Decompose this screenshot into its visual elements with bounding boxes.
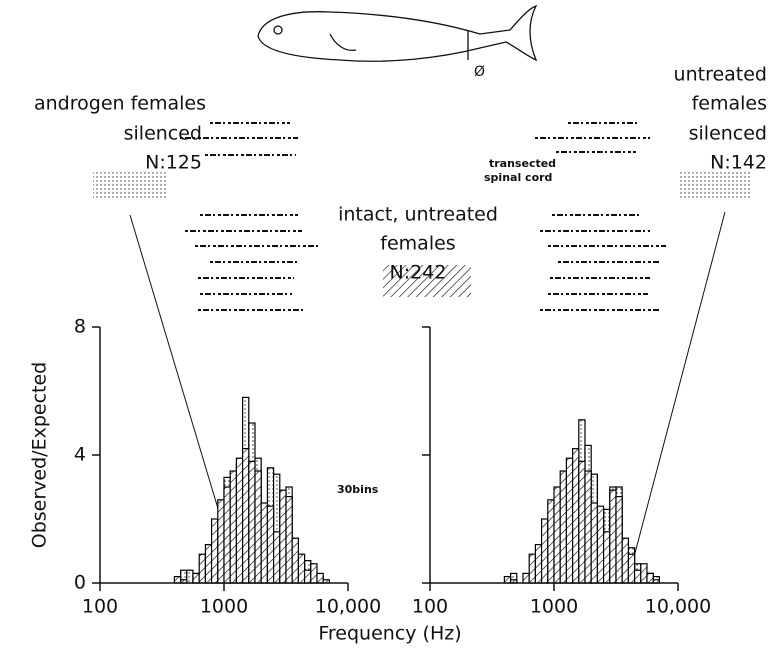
- hist-bar: [565, 457, 574, 584]
- dotted-swatch: [678, 170, 751, 198]
- svg-text:Ø: Ø: [474, 64, 485, 80]
- y-tick-label: 8: [74, 316, 86, 338]
- x-tick-label: 100: [412, 596, 448, 618]
- y-tick-label: 4: [74, 444, 86, 466]
- x-tick-label: 10,000: [645, 596, 711, 618]
- annotation: females: [380, 233, 455, 255]
- hist-bar: [634, 569, 642, 584]
- hist-bar: [553, 486, 561, 584]
- hist-bar: [572, 448, 580, 584]
- x-tick-label: 1000: [200, 596, 248, 618]
- hist-bar: [316, 572, 324, 584]
- hist-bar: [310, 563, 318, 584]
- annotation: androgen females: [34, 93, 206, 115]
- hist-bar: [198, 553, 207, 584]
- annotation: 30bins: [337, 483, 379, 496]
- annotation: silenced: [689, 123, 767, 145]
- annotation: N:242: [390, 262, 447, 284]
- hist-bar: [260, 502, 269, 584]
- x-axis-title: Frequency (Hz): [318, 623, 461, 645]
- annotation: silenced: [124, 123, 202, 145]
- hist-bar: [217, 499, 225, 584]
- hist-bar: [229, 470, 238, 584]
- hist-bar: [285, 496, 293, 584]
- hist-bar: [248, 460, 256, 584]
- hist-bar: [266, 505, 275, 584]
- hist-bar: [192, 572, 200, 584]
- hist-bar: [627, 553, 636, 584]
- x-tick-label: 100: [82, 596, 118, 618]
- raster: [180, 122, 666, 311]
- y-axis-title: Observed/Expected: [29, 362, 51, 548]
- hist-bar: [584, 470, 592, 584]
- x-tick-label: 1000: [530, 596, 578, 618]
- hist-bar: [304, 569, 312, 584]
- fish: Ø: [257, 4, 538, 80]
- hist-bar: [596, 505, 605, 584]
- annotation: untreated: [674, 64, 767, 86]
- x-tick-label: 10,000: [315, 596, 381, 618]
- hist-bar: [204, 543, 213, 584]
- hist-bar: [273, 531, 281, 584]
- hist-bar: [173, 575, 182, 584]
- hist-bar: [528, 553, 537, 584]
- hist-bar: [646, 572, 654, 584]
- hist-bar: [297, 553, 306, 584]
- annotation: transected: [489, 157, 556, 170]
- dotted-swatch: [93, 170, 166, 198]
- hist-bar: [254, 470, 262, 584]
- hist-bar: [522, 572, 530, 584]
- hatched-swatch: [383, 265, 471, 297]
- hist-bar: [609, 489, 617, 584]
- hist-bar: [503, 575, 512, 584]
- hist-bar: [242, 448, 250, 584]
- annotation: spinal cord: [484, 171, 552, 184]
- hist-bar: [621, 537, 629, 584]
- hist-bar: [279, 489, 287, 584]
- hist-bar: [235, 457, 244, 584]
- hist-bar: [603, 531, 611, 584]
- hist-bar: [223, 486, 231, 584]
- annotation: N:142: [710, 152, 767, 174]
- hist-bar: [291, 537, 299, 584]
- hist-bar: [640, 563, 648, 584]
- hist-bar: [534, 543, 543, 584]
- annotation: intact, untreated: [338, 204, 498, 226]
- hist-bar: [615, 496, 623, 584]
- y-tick-label: 0: [74, 572, 86, 594]
- hist-bar: [559, 470, 568, 584]
- hist-bar: [547, 499, 555, 584]
- hist-bar: [540, 518, 549, 584]
- annotation: females: [692, 93, 767, 115]
- hist-bar: [186, 569, 194, 584]
- annotation: N:125: [145, 152, 202, 174]
- hist-bar: [578, 460, 586, 584]
- hist-bar: [590, 502, 599, 584]
- hist-bar: [210, 518, 219, 584]
